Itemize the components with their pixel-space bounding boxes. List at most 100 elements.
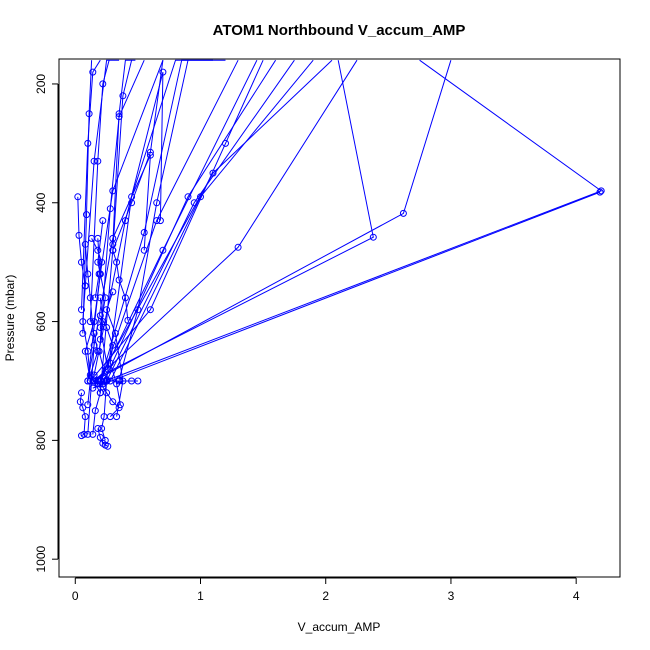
series-line — [97, 59, 603, 385]
data-point — [96, 389, 104, 397]
series-line — [92, 191, 601, 389]
data-point — [104, 442, 112, 450]
data-point — [104, 365, 112, 373]
data-point — [96, 312, 104, 320]
data-point — [101, 436, 109, 444]
series-line — [87, 60, 164, 382]
data-point — [81, 240, 89, 248]
y-tick-label: 800 — [34, 430, 48, 450]
data-point — [96, 324, 104, 331]
x-axis: 0 1 2 3 4 — [72, 577, 580, 603]
data-point — [597, 187, 605, 195]
data-point — [99, 318, 107, 326]
series-line — [84, 59, 120, 286]
x-tick-label: 0 — [72, 589, 79, 603]
series-line — [89, 60, 110, 322]
data-point — [159, 68, 167, 76]
series-line — [97, 220, 109, 370]
plot-frame — [58, 58, 621, 578]
data-point — [94, 347, 102, 355]
data-point — [222, 139, 229, 147]
data-point — [119, 92, 127, 100]
series-line — [84, 244, 95, 435]
series-line — [118, 60, 189, 380]
series-line — [89, 59, 264, 382]
data-point — [96, 270, 104, 278]
series-line — [112, 60, 164, 251]
data-point — [115, 376, 123, 384]
data-point — [115, 276, 123, 284]
data-point — [128, 199, 136, 207]
data-point — [86, 371, 94, 379]
y-axis-label: Pressure (mbar) — [3, 275, 17, 362]
data-point — [89, 68, 97, 76]
series-line — [106, 291, 124, 417]
data-point — [146, 306, 154, 314]
series-line — [99, 60, 133, 393]
data-point — [106, 205, 114, 213]
data-series — [109, 246, 132, 324]
series-line — [106, 59, 295, 382]
data-point — [113, 413, 121, 421]
data-point — [159, 246, 167, 254]
series-layer — [74, 59, 605, 450]
data-point — [78, 258, 85, 266]
series-line — [79, 392, 86, 437]
series-line — [93, 60, 452, 382]
data-point — [156, 217, 164, 225]
data-series — [84, 60, 164, 385]
data-point — [99, 80, 107, 88]
y-axis: 200 400 600 800 1000 — [34, 74, 59, 573]
series-line — [109, 59, 314, 382]
x-tick-label: 4 — [573, 589, 580, 603]
data-point — [78, 432, 85, 440]
data-point — [98, 425, 106, 432]
data-point — [84, 270, 92, 278]
data-series — [95, 294, 111, 444]
data-point — [94, 258, 102, 266]
data-point — [106, 377, 114, 385]
data-point — [146, 148, 154, 156]
data-point — [75, 231, 83, 239]
data-point — [234, 243, 242, 251]
series-line — [112, 250, 129, 321]
data-point — [101, 294, 109, 302]
y-tick-label: 1000 — [34, 546, 48, 573]
y-tick-label: 400 — [34, 192, 48, 212]
series-line — [98, 297, 108, 441]
data-series — [94, 217, 112, 373]
data-point — [109, 246, 117, 254]
series-line — [81, 59, 101, 310]
data-point — [116, 401, 124, 409]
data-point — [596, 188, 604, 196]
data-point — [74, 193, 82, 201]
data-point — [84, 430, 92, 438]
chart-title: ATOM1 Northbound V_accum_AMP — [213, 22, 466, 39]
data-point — [109, 398, 117, 406]
data-point — [96, 294, 104, 302]
data-point — [103, 377, 111, 385]
data-point — [399, 209, 407, 217]
data-point — [96, 433, 104, 441]
x-tick-label: 3 — [448, 589, 455, 603]
data-point — [89, 384, 97, 392]
data-series — [76, 389, 89, 440]
data-point — [81, 347, 89, 355]
data-point — [369, 233, 377, 241]
series-line — [90, 60, 374, 382]
data-point — [100, 413, 108, 421]
data-point — [89, 430, 97, 438]
series-line — [99, 315, 121, 405]
data-point — [90, 329, 98, 337]
series-line — [112, 59, 136, 245]
data-point — [140, 229, 148, 236]
data-series — [109, 60, 164, 254]
series-line — [99, 59, 239, 385]
data-point — [81, 413, 89, 421]
data-point — [84, 401, 92, 409]
data-point — [111, 329, 119, 337]
series-line — [97, 59, 333, 382]
data-point — [86, 294, 94, 302]
data-point — [90, 341, 98, 349]
